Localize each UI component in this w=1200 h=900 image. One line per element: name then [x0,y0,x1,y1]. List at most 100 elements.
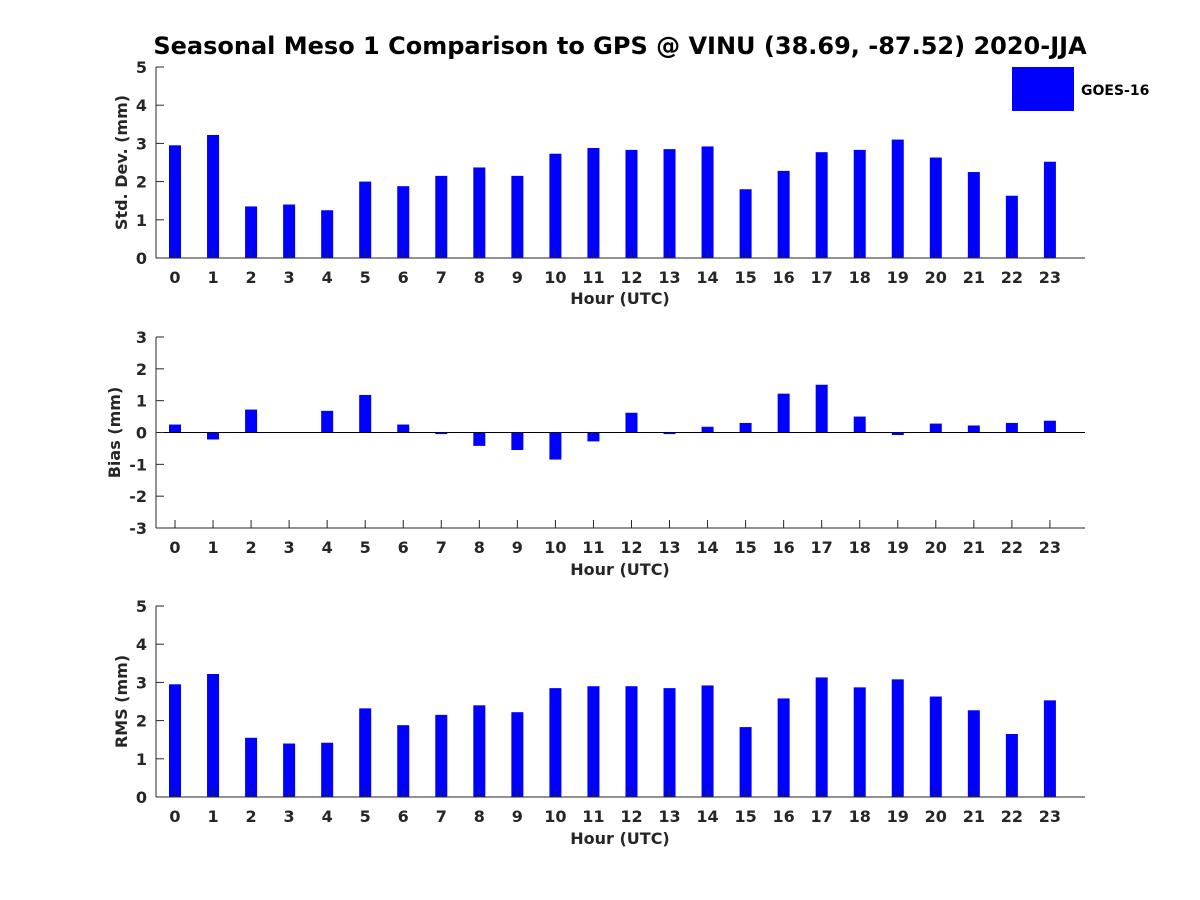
bar-hour-14 [701,426,714,433]
bar-hour-20 [929,696,942,797]
bar-hour-11 [587,686,600,797]
y-tick-label: 3 [136,328,147,347]
bar-hour-4 [321,742,334,797]
bar-hour-12 [625,149,638,258]
x-tick-label: 21 [963,807,985,826]
bar-hour-6 [397,725,410,797]
x-tick-label: 4 [322,538,333,557]
bar-hour-7 [435,175,448,258]
bar-hour-0 [169,145,181,258]
bar-hour-15 [739,422,752,433]
x-tick-label: 0 [169,268,180,287]
x-tick-label: 22 [1001,268,1023,287]
bar-hour-12 [625,412,638,433]
x-tick-label: 8 [474,538,485,557]
x-tick-label: 4 [322,268,333,287]
x-tick-label: 18 [849,807,871,826]
y-tick-label: 4 [136,96,147,115]
x-tick-label: 16 [773,268,795,287]
y-tick-label: 2 [136,712,147,731]
x-tick-label: 2 [246,807,257,826]
bar-hour-1 [207,432,220,440]
y-tick-label: 4 [136,635,147,654]
bar-hour-3 [283,743,296,797]
x-tick-label: 6 [398,807,409,826]
x-tick-label: 21 [963,538,985,557]
bar-hour-18 [853,416,866,433]
x-tick-label: 20 [925,268,947,287]
x-tick-label: 19 [887,268,909,287]
bar-hour-1 [207,134,220,258]
x-tick-label: 14 [696,538,718,557]
x-tick-label: 14 [696,807,718,826]
y-tick-label: 0 [136,424,147,443]
x-tick-label: 15 [734,538,756,557]
y-tick-label: 1 [136,211,147,230]
y-tick-label: 0 [136,788,147,807]
x-tick-label: 23 [1039,268,1061,287]
bar-hour-20 [929,157,942,258]
bar-hour-19 [891,679,904,797]
x-tick-label: 6 [398,268,409,287]
x-tick-label: 19 [887,538,909,557]
bar-hour-4 [321,410,334,433]
y-axis-label: Bias (mm) [105,387,124,479]
x-tick-label: 2 [246,538,257,557]
bar-hour-4 [321,210,334,258]
bar-hour-22 [1005,422,1018,433]
x-tick-label: 23 [1039,538,1061,557]
bar-hour-10 [549,432,562,460]
bar-hour-14 [701,685,714,797]
y-tick-label: 0 [136,249,147,268]
bar-hour-8 [473,705,486,797]
x-tick-label: 17 [811,807,833,826]
y-tick-label: -3 [129,519,147,538]
x-tick-label: 11 [582,268,604,287]
bar-hour-3 [283,204,296,258]
x-tick-label: 23 [1039,807,1061,826]
bar-hour-17 [815,152,828,258]
bar-hour-23 [1043,161,1056,258]
bar-hour-0 [169,424,181,433]
bar-hour-8 [473,432,486,446]
x-tick-label: 4 [322,807,333,826]
y-tick-label: 5 [136,597,147,616]
x-tick-label: 3 [284,268,295,287]
bar-hour-21 [967,425,980,433]
y-tick-label: 2 [136,360,147,379]
bar-hour-0 [169,684,181,797]
x-tick-label: 8 [474,268,485,287]
bar-hour-6 [397,186,410,258]
bar-hour-2 [245,206,258,258]
x-tick-label: 21 [963,268,985,287]
bar-hour-13 [663,688,676,797]
x-tick-label: 1 [207,268,218,287]
x-tick-label: 9 [512,807,523,826]
x-tick-label: 12 [620,268,642,287]
bar-hour-11 [587,432,600,442]
bar-hour-7 [435,432,448,435]
x-tick-label: 15 [734,268,756,287]
chart-title: Seasonal Meso 1 Comparison to GPS @ VINU… [153,32,1087,60]
y-tick-label: 2 [136,173,147,192]
bar-hour-5 [359,181,372,258]
x-tick-label: 12 [620,807,642,826]
x-tick-label: 12 [620,538,642,557]
x-tick-label: 10 [544,268,566,287]
x-tick-label: 11 [582,538,604,557]
x-tick-label: 3 [284,538,295,557]
x-tick-label: 3 [284,807,295,826]
x-tick-label: 9 [512,268,523,287]
bar-hour-23 [1043,700,1056,797]
x-tick-label: 0 [169,807,180,826]
bar-hour-17 [815,384,828,433]
x-tick-label: 16 [773,538,795,557]
x-axis-label: Hour (UTC) [570,289,670,308]
y-tick-label: -1 [129,455,147,474]
bar-hour-7 [435,714,448,797]
bar-hour-12 [625,686,638,797]
bar-hour-8 [473,167,486,258]
bar-hour-9 [511,712,524,797]
bar-hour-13 [663,432,676,435]
